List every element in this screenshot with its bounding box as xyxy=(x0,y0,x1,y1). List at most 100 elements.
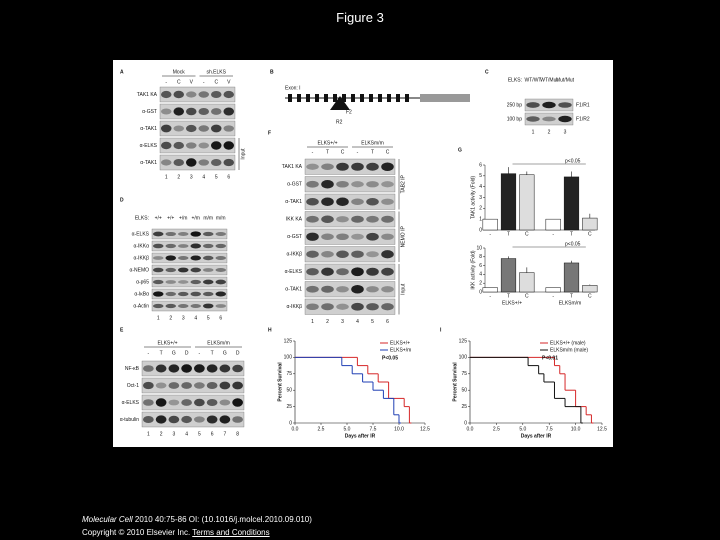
blot-strip xyxy=(304,298,396,315)
blot-band xyxy=(219,364,231,373)
group-label: ELKSm/m xyxy=(207,340,230,346)
exon xyxy=(360,94,364,102)
blot-band xyxy=(198,91,209,98)
blot-band xyxy=(223,141,234,150)
row-label: Oct-1 xyxy=(127,383,139,389)
row-label: TAK1 KA xyxy=(137,92,158,98)
y-tick-label: 50 xyxy=(461,388,467,394)
blot-band xyxy=(181,399,192,406)
exon xyxy=(378,94,382,102)
blot-band xyxy=(321,285,334,293)
blot-band xyxy=(215,243,226,249)
blot-band xyxy=(178,303,189,309)
x-tick-label: 7.5 xyxy=(370,426,377,432)
copyright-line: Copyright © 2010 Elsevier Inc. Terms and… xyxy=(82,526,312,539)
lane-label: +/m xyxy=(179,215,187,221)
blot-strip xyxy=(141,377,245,394)
blot-band xyxy=(203,291,214,297)
blot-band xyxy=(153,231,164,237)
panel-letter: G xyxy=(458,147,462,153)
x-tick-label: 0.0 xyxy=(292,426,299,432)
row-label: α-ELKS xyxy=(140,143,158,149)
lane-number: 4 xyxy=(185,431,188,437)
blot-band xyxy=(351,215,364,223)
y-tick-label: 0 xyxy=(479,289,482,295)
lane-number: 6 xyxy=(211,431,214,437)
blot-band xyxy=(381,215,394,223)
blot-band xyxy=(186,91,197,98)
mutation-marker xyxy=(330,96,350,110)
x-tick-label: 10.0 xyxy=(394,426,404,432)
blot-band xyxy=(186,124,197,133)
blot-band xyxy=(306,285,319,293)
lane-number: 3 xyxy=(564,129,567,135)
lane-label: G xyxy=(172,350,176,356)
blot-band xyxy=(165,267,176,273)
blot-band xyxy=(173,141,184,150)
exon xyxy=(333,94,337,102)
blot-band xyxy=(165,255,176,261)
x-tick-label: T xyxy=(570,231,573,237)
blot-band xyxy=(381,198,394,205)
blot-band xyxy=(321,215,334,223)
blot-band xyxy=(190,231,201,237)
y-tick-label: 1 xyxy=(479,216,482,222)
blot-strip xyxy=(141,360,245,377)
blot-band xyxy=(336,162,349,171)
blot-band xyxy=(190,291,201,297)
lane-label: T xyxy=(160,350,163,356)
lane-number: 3 xyxy=(190,174,193,180)
citation-line: Molecular Cell 2010 40:75-86 OI: (10.101… xyxy=(82,513,312,526)
blot-band xyxy=(215,279,226,285)
x-tick-label: C xyxy=(525,231,529,237)
y-tick-label: 75 xyxy=(286,371,292,377)
exon xyxy=(288,94,292,102)
group-label: ELKSm/m xyxy=(559,300,582,306)
blot-band xyxy=(336,303,349,310)
lane-label: +/+ xyxy=(155,215,162,221)
row-label: α-TAK1 xyxy=(140,126,157,132)
row-label: α-TAK1 xyxy=(140,160,157,166)
x-tick-label: C xyxy=(525,293,529,299)
blot-band xyxy=(321,233,334,240)
legend-label: ELKS+/+ xyxy=(390,340,410,346)
blot-band xyxy=(190,304,201,308)
row-label: α-Actin xyxy=(133,303,149,309)
blot-band xyxy=(203,279,214,285)
bar xyxy=(482,287,498,293)
legend-label: ELKSm/m (male) xyxy=(550,347,588,353)
lane-number: 3 xyxy=(172,431,175,437)
blot-band xyxy=(194,398,205,407)
row-label: α-GST xyxy=(142,109,157,115)
blot-band xyxy=(155,382,167,389)
blot-band xyxy=(351,267,364,277)
y-tick-label: 100 xyxy=(284,355,293,361)
bar xyxy=(582,285,598,293)
blot-band xyxy=(173,107,184,116)
blot-band xyxy=(178,280,189,284)
lane-label: m/m xyxy=(203,215,213,221)
exon xyxy=(387,94,391,102)
blot-strip xyxy=(151,300,228,312)
lane-label: C xyxy=(341,149,345,155)
blot-band xyxy=(161,141,172,150)
terms-link[interactable]: Terms and Conditions xyxy=(192,528,270,537)
bar xyxy=(519,174,535,231)
blot-band xyxy=(165,231,176,237)
row-label: IKK KA xyxy=(286,217,303,223)
blot-band xyxy=(190,279,201,285)
group-label: ELKS+/+ xyxy=(157,340,177,346)
lane-number: 2 xyxy=(548,129,551,135)
blot-band xyxy=(211,124,222,133)
blot-band xyxy=(153,291,164,297)
blot-band xyxy=(336,268,349,276)
blot-strip xyxy=(151,276,228,288)
x-tick-label: 7.5 xyxy=(546,426,553,432)
row-label: α-ELKS xyxy=(285,269,303,275)
lane-number: 4 xyxy=(194,315,197,321)
lane-number: 5 xyxy=(198,431,201,437)
blot-band xyxy=(381,250,394,259)
blot-strip xyxy=(304,281,396,298)
bar xyxy=(519,272,535,293)
